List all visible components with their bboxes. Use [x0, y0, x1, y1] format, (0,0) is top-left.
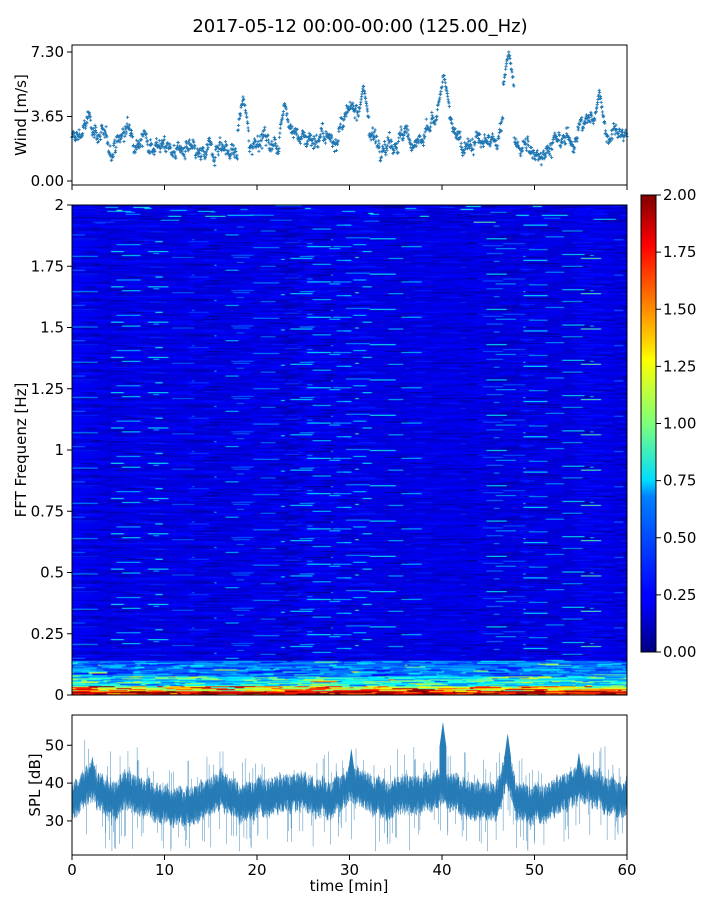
colorbar-tick-label: 1.00	[663, 415, 696, 433]
spectrogram-ytick-label: 1.75	[31, 257, 64, 275]
spl-ytick-label: 30	[45, 812, 64, 830]
colorbar-gradient	[640, 194, 657, 653]
figure-title: 2017-05-12 00:00-00:00 (125.00_Hz)	[192, 16, 527, 37]
wind-ytick-label: 3.65	[31, 108, 64, 126]
spectrogram-ytick-label: 0	[54, 686, 64, 704]
spl-trace	[71, 722, 628, 852]
spectrogram-ytick-label: 0.25	[31, 625, 64, 643]
spectrogram-axes: 0 0.25 0.5 0.75 1 1.25 1.5 1.75 2	[31, 196, 72, 704]
wind-ytick-label: 0.00	[31, 172, 64, 190]
wind-axes: 0.00 3.65 7.30	[31, 43, 628, 190]
colorbar-tick-label: 0.00	[663, 643, 696, 661]
wind-axes-frame	[71, 44, 628, 186]
spl-ylabel: SPL [dB]	[26, 753, 44, 816]
spl-xtick-label: 20	[247, 861, 266, 879]
spl-xtick-label: 50	[525, 861, 544, 879]
spl-panel: 30 40 50 0 10 20 30 40 50 60 SPL [dB] time [min]	[26, 714, 637, 895]
wind-marker	[70, 50, 629, 168]
spectrogram-ytick-label: 0.5	[40, 564, 64, 582]
colorbar-tick-label: 2.00	[663, 186, 696, 204]
colorbar-tick-label: 0.75	[663, 472, 696, 490]
spectrogram-ytick-label: 1.5	[40, 319, 64, 337]
spectrogram-ytick-label: 1.25	[31, 380, 64, 398]
colorbar-tick-label: 0.25	[663, 586, 696, 604]
wind-ytick-label: 7.30	[31, 43, 64, 61]
spl-ytick-label: 50	[45, 736, 64, 754]
wind-points	[70, 50, 629, 168]
spl-xtick-label: 30	[340, 861, 359, 879]
spl-xtick-label: 10	[155, 861, 174, 879]
spectrogram-ytick-label: 2	[54, 196, 64, 214]
colorbar-tick-label: 0.50	[663, 529, 696, 547]
wind-panel: 0.00 3.65 7.30 Wind [m/s]	[12, 43, 629, 190]
spectrogram-panel: 0 0.25 0.5 0.75 1 1.25 1.5 1.75 2 FFT Frequenz […	[12, 196, 628, 704]
colorbar-tick-label: 1.25	[663, 357, 696, 375]
spl-axes: 30 40 50 0 10 20 30 40 50 60	[45, 736, 637, 879]
spectrogram-image	[72, 205, 627, 695]
colorbar-ticks: 0.00 0.25 0.50 0.75 1.00 1.25 1.50 1.75 2.00	[656, 186, 696, 661]
colorbar: 0.00 0.25 0.50 0.75 1.00 1.25 1.50 1.75 2.00	[640, 186, 696, 661]
spl-xtick-label: 40	[432, 861, 451, 879]
spl-line	[71, 722, 628, 852]
colorbar-tick-label: 1.50	[663, 300, 696, 318]
spl-xtick-label: 60	[617, 861, 636, 879]
spl-xlabel: time [min]	[310, 877, 389, 895]
colorbar-tick-label: 1.75	[663, 243, 696, 261]
spectrogram-ytick-label: 1	[54, 441, 64, 459]
spl-xtick-label: 0	[67, 861, 77, 879]
spl-ytick-label: 40	[45, 774, 64, 792]
spectrogram-ytick-label: 0.75	[31, 502, 64, 520]
wind-ylabel: Wind [m/s]	[12, 74, 30, 156]
spectrogram-ylabel: FFT Frequenz [Hz]	[12, 383, 30, 518]
